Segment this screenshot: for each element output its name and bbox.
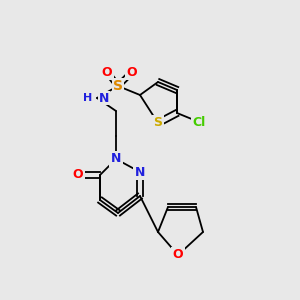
Text: O: O <box>102 65 112 79</box>
Text: Cl: Cl <box>192 116 206 128</box>
Text: O: O <box>173 248 183 262</box>
Text: N: N <box>135 166 145 178</box>
Text: H: H <box>83 93 92 103</box>
Text: O: O <box>73 169 83 182</box>
Text: N: N <box>111 152 121 166</box>
Text: O: O <box>127 65 137 79</box>
Text: S: S <box>113 79 123 93</box>
Text: N: N <box>99 92 110 104</box>
Text: S: S <box>154 116 163 130</box>
